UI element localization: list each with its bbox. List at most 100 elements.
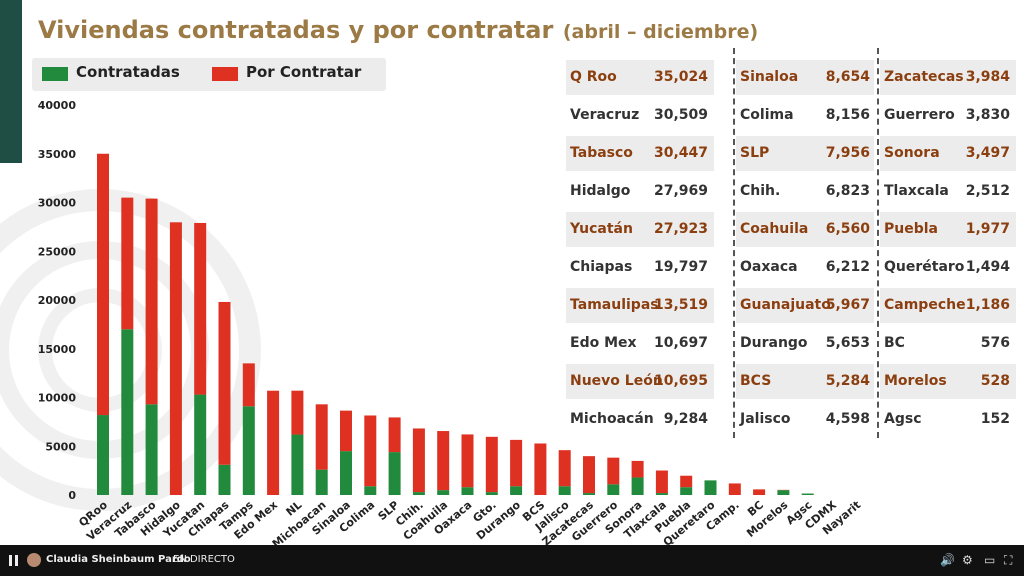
y-tick-label: 40000 [38,99,77,112]
bar-contratadas [364,486,377,495]
table-state-name: Colima [740,107,794,123]
bar-contratadas [97,415,109,495]
chart-title-main: Viviendas contratadas y por contratar [38,16,554,44]
bar-por-contratar [510,439,523,487]
miniplayer-icon[interactable]: ▭ [984,553,996,567]
table-state-value: 152 [980,411,1010,427]
bar-por-contratar [291,390,304,435]
table-state-value: 19,797 [653,259,708,275]
table-row-highlight [736,288,874,323]
table-state-name: Tlaxcala [884,183,949,199]
table-row-highlight [880,60,1016,95]
table-row-highlight [880,364,1016,399]
table-state-value: 13,519 [653,297,708,313]
y-tick-label: 10000 [38,392,77,405]
bar-contratadas [145,404,158,495]
table-row-highlight [736,212,874,247]
table-state-name: Guanajuato [740,297,831,313]
table-state-value: 9,284 [663,411,708,427]
table-state-name: Chih. [740,183,781,199]
table-state-name: Q Roo [570,69,617,85]
bar-por-contratar [437,431,450,491]
table-state-name: Yucatán [570,221,633,237]
bar-por-contratar [388,417,401,453]
legend-label-por-contratar: Por Contratar [246,63,362,81]
table-row-highlight [566,364,714,399]
settings-gear-icon[interactable]: ⚙ [962,553,973,567]
bar-por-contratar [267,390,280,495]
table-state-name: Nuevo León [570,373,663,389]
table-state-name: Tamaulipas [570,297,659,313]
bar-contratadas [607,484,620,495]
table-state-name: Querétaro [884,259,965,275]
bar-contratadas [655,493,668,495]
legend-swatch-por-contratar [212,67,238,81]
y-tick-label: 35000 [38,148,77,161]
table-state-value: 5,967 [825,297,870,313]
y-tick-label: 15000 [38,343,77,356]
table-row-highlight [566,288,714,323]
table-state-value: 3,984 [965,69,1010,85]
table-state-name: Jalisco [740,411,791,427]
table-state-value: 27,923 [653,221,708,237]
bar-por-contratar [485,436,498,493]
table-state-name: Campeche [884,297,966,313]
bar-contratadas [510,486,523,495]
bar-por-contratar [607,457,620,485]
bar-contratadas [485,492,498,495]
pause-icon[interactable] [9,555,18,566]
bar-por-contratar [242,363,255,407]
bar-contratadas [242,406,255,495]
bar-por-contratar [753,489,766,495]
table-state-name: BCS [740,373,772,389]
table-state-value: 10,697 [653,335,708,351]
table-state-value: 8,156 [825,107,870,123]
column-separator [877,48,879,438]
bar-contratadas [121,329,134,495]
table-state-value: 35,024 [653,69,708,85]
legend: Contratadas Por Contratar [32,58,386,91]
bar-contratadas [558,486,571,495]
legend-swatch-contratadas [42,67,68,81]
table-state-value: 1,186 [965,297,1010,313]
table-state-value: 6,212 [825,259,870,275]
bar-contratadas [340,451,352,495]
bar-contratadas [412,492,425,495]
table-state-name: Veracruz [570,107,640,123]
table-state-name: BC [884,335,905,351]
bar-por-contratar [558,450,571,487]
table-row-highlight [566,212,714,247]
bar-por-contratar [655,470,668,494]
live-status: EN DIRECTO [173,554,235,565]
table-row-highlight [736,364,874,399]
bar-contratadas [680,487,693,495]
stacked-bar-chart: 0 5000 10000 15000 20000 25000 30000 35000 40000… [38,99,864,545]
table-row-highlight [880,288,1016,323]
table-state-value: 30,447 [653,145,708,161]
table-row-highlight [736,60,874,95]
bar-contratadas [437,490,450,495]
y-tick-label: 0 [68,489,76,502]
table-state-name: Chiapas [570,259,633,275]
bar-contratadas [801,493,814,495]
table-row-highlight [566,136,714,171]
y-tick-label: 20000 [38,294,77,307]
bar-contratadas [583,493,595,495]
bar-por-contratar [121,197,134,330]
bar-por-contratar [97,153,109,416]
bar-por-contratar [218,301,231,465]
table-state-value: 4,598 [825,411,870,427]
volume-icon[interactable]: 🔊 [940,553,955,567]
table-state-value: 1,494 [965,259,1010,275]
chart-title: Viviendas contratadas y por contratar (a… [38,16,758,44]
table-state-name: Agsc [884,411,922,427]
table-state-name: Coahuila [740,221,809,237]
bar-por-contratar [534,443,547,495]
table-state-value: 30,509 [653,107,708,123]
bar-por-contratar [340,410,352,452]
avatar [27,553,41,567]
fullscreen-icon[interactable]: ⛶ [1004,553,1013,567]
bar-contratadas [461,487,474,495]
bar-por-contratar [461,434,474,488]
player-status-bar: Claudia Sheinbaum Pardo EN DIRECTO 🔊 ⚙ ▭… [0,545,1024,576]
